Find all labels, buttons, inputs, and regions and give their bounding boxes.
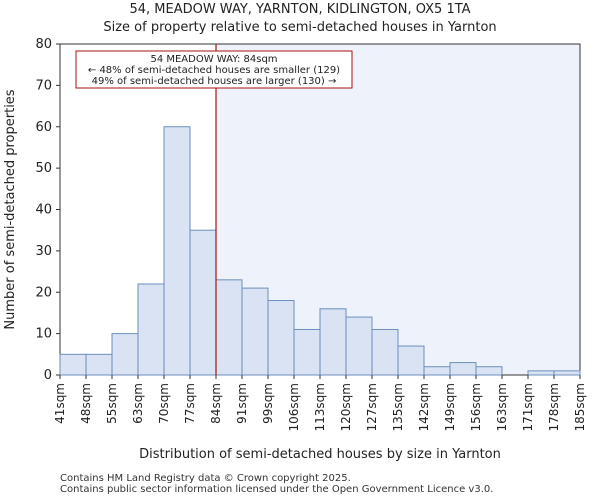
histogram-bar bbox=[59, 353, 87, 376]
y-tick-label: 0 bbox=[44, 368, 52, 383]
x-tick-label: 120sqm bbox=[339, 383, 353, 431]
histogram-bar bbox=[475, 366, 503, 376]
x-tick-label: 70sqm bbox=[157, 383, 171, 424]
x-tick-label: 149sqm bbox=[443, 383, 457, 431]
x-tick-label: 63sqm bbox=[131, 383, 145, 424]
chart-subtitle: Size of property relative to semi-detach… bbox=[103, 20, 497, 35]
histogram-bar bbox=[345, 316, 373, 376]
histogram-bar bbox=[111, 333, 139, 376]
x-tick-label: 185sqm bbox=[573, 383, 587, 431]
histogram-bar bbox=[397, 345, 425, 376]
histogram-bar bbox=[215, 279, 243, 376]
y-tick-label: 30 bbox=[35, 244, 52, 259]
x-tick-label: 91sqm bbox=[235, 383, 249, 424]
histogram-bar bbox=[241, 287, 269, 376]
chart-title: 54, MEADOW WAY, YARNTON, KIDLINGTON, OX5… bbox=[129, 2, 471, 17]
y-tick-label: 50 bbox=[35, 161, 52, 176]
x-tick-label: 178sqm bbox=[547, 383, 561, 431]
x-tick-label: 135sqm bbox=[391, 383, 405, 431]
histogram-bar bbox=[423, 366, 451, 376]
histogram-bar bbox=[293, 328, 321, 376]
x-tick-label: 48sqm bbox=[79, 383, 93, 424]
annotation-title: 54 MEADOW WAY: 84sqm bbox=[150, 54, 277, 65]
annotation-box bbox=[75, 50, 353, 89]
histogram-bar bbox=[553, 370, 581, 376]
histogram-bar bbox=[371, 328, 399, 376]
y-tick-label: 40 bbox=[35, 203, 52, 218]
x-tick-label: 113sqm bbox=[313, 383, 327, 431]
histogram-bar bbox=[189, 229, 217, 376]
x-tick-label: 84sqm bbox=[209, 383, 223, 424]
histogram-chart: 0 10 20 30 40 50 60 70 80 41sqm 48sqm 55sqm 63sqm 70s… bbox=[3, 37, 587, 462]
histogram-bar bbox=[267, 300, 295, 376]
x-tick-label: 171sqm bbox=[521, 383, 535, 431]
y-tick-label: 70 bbox=[35, 78, 52, 93]
histogram-bar bbox=[449, 362, 477, 376]
histogram-bar bbox=[527, 370, 555, 376]
histogram-bar bbox=[137, 283, 165, 376]
y-tick-label: 20 bbox=[35, 285, 52, 300]
y-axis-label: Number of semi-detached properties bbox=[3, 89, 18, 329]
x-tick-label: 156sqm bbox=[469, 383, 483, 431]
histogram-bar bbox=[319, 308, 347, 376]
histogram-bar bbox=[85, 353, 113, 376]
annotation-larger: 49% of semi-detached houses are larger (… bbox=[92, 76, 337, 87]
histogram-bar bbox=[163, 126, 191, 376]
x-tick-label: 106sqm bbox=[287, 383, 301, 431]
x-tick-label: 142sqm bbox=[417, 383, 431, 431]
x-tick-label: 55sqm bbox=[105, 383, 119, 424]
y-tick-label: 80 bbox=[35, 37, 52, 52]
x-tick-label: 163sqm bbox=[495, 383, 509, 431]
footer-copyright: Contains HM Land Registry data © Crown c… bbox=[60, 473, 351, 484]
footer-licence: Contains public sector information licen… bbox=[60, 484, 494, 495]
x-axis-label: Distribution of semi-detached houses by … bbox=[139, 447, 501, 462]
x-tick-label: 127sqm bbox=[365, 383, 379, 431]
y-tick-label: 60 bbox=[35, 120, 52, 135]
x-tick-label: 99sqm bbox=[261, 383, 275, 424]
annotation-smaller: ← 48% of semi-detached houses are smalle… bbox=[88, 65, 340, 76]
x-tick-label: 41sqm bbox=[53, 383, 67, 424]
x-tick-label: 77sqm bbox=[183, 383, 197, 424]
y-tick-label: 10 bbox=[35, 327, 52, 342]
